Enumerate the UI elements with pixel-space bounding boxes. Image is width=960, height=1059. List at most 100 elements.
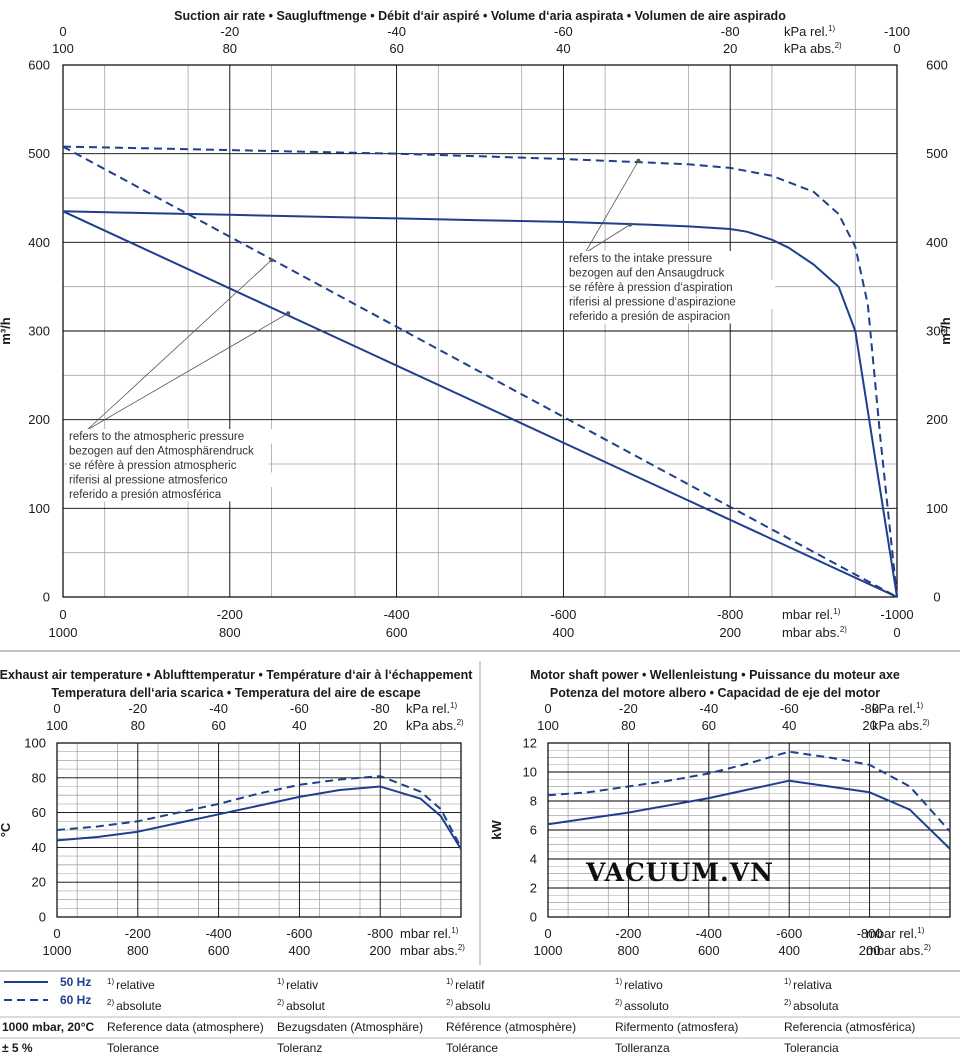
- top-tick-rel: -80: [860, 701, 879, 716]
- series-group: [56, 775, 462, 850]
- annotation-text: se réfère à pression d‘aspiration: [569, 282, 733, 294]
- top-tick-abs: 60: [389, 41, 403, 56]
- bottom-tick-abs: 400: [553, 625, 575, 640]
- legend-cell: 1) relativo: [615, 977, 663, 992]
- y-tick-label: 0: [39, 910, 46, 925]
- legend-cell: 1) relativ: [277, 977, 318, 992]
- legend-cell: 1) relatif: [446, 977, 485, 992]
- series-line-50hz-solid: [547, 779, 951, 850]
- y-tick-label: 100: [28, 501, 50, 516]
- annotation-point: [636, 158, 641, 163]
- bottom-tick-rel: -800: [857, 926, 883, 941]
- top-tick-abs: 40: [782, 718, 796, 733]
- legend-cell: Tolleranza: [615, 1041, 670, 1055]
- legend-cell: 2) absolute: [107, 998, 162, 1013]
- annotation-text: refers to the intake pressure: [569, 253, 712, 265]
- annotation-text: referido a presión de aspiracion: [569, 311, 730, 323]
- bottom-tick-rel: -800: [717, 607, 743, 622]
- plot-grid: [62, 64, 898, 598]
- plot-frame: [62, 64, 898, 598]
- top-axis-unit-abs: kPa abs.2): [784, 41, 842, 56]
- bottom-tick-rel: -800: [367, 926, 393, 941]
- bottom-tick-abs: 1000: [43, 943, 72, 958]
- legend-cell: 2) absolu: [446, 998, 491, 1013]
- bottom-tick-abs: 400: [778, 943, 800, 958]
- top-tick-abs: 100: [52, 41, 74, 56]
- chart-title: Potenza del motore albero • Capacidad de…: [550, 686, 880, 700]
- bottom-tick-rel: -1000: [880, 607, 913, 622]
- y-tick-label: 40: [32, 840, 46, 855]
- y-tick-label: 100: [926, 501, 948, 516]
- bottom-tick-abs: 1000: [49, 625, 78, 640]
- legend-cell: Toleranz: [277, 1041, 322, 1055]
- top-tick-rel: -40: [209, 701, 228, 716]
- legend-cell: Referencia (atmosférica): [784, 1020, 915, 1034]
- bottom-tick-abs: 600: [698, 943, 720, 958]
- y-tick-label: 80: [32, 770, 46, 785]
- top-tick-rel: -20: [619, 701, 638, 716]
- series-line-50hz-solid: [62, 210, 898, 598]
- top-tick-rel: -60: [290, 701, 309, 716]
- legend-label: 50 Hz: [60, 975, 91, 989]
- y-tick-label: 60: [32, 805, 46, 820]
- motor-shaft-power-chart: Motor shaft power • Wellenleistung • Pui…: [489, 668, 951, 958]
- annotation-text: bezogen auf den Atmosphärendruck: [69, 446, 254, 458]
- section-separators: [0, 650, 960, 972]
- annotation-bg: [567, 251, 750, 266]
- top-tick-abs: 20: [373, 718, 387, 733]
- annotation-text: referido a presión atmosférica: [69, 489, 222, 501]
- plot-grid: [56, 742, 462, 918]
- annotation-point: [628, 222, 633, 227]
- legend-cell: 1) relativa: [784, 977, 832, 992]
- legend-table: 50 Hz 60 Hz 1) relative 1) relativ 1) relatif 1)…: [0, 975, 960, 1055]
- annotation-text: refers to the atmospheric pressure: [69, 431, 244, 443]
- annotation-text: riferisi al pressione atmosferico: [69, 475, 228, 487]
- bottom-tick-rel: -200: [217, 607, 243, 622]
- legend-cell: Tolerance: [107, 1041, 159, 1055]
- bottom-tick-abs: 1000: [534, 943, 563, 958]
- bottom-axis-unit-rel: mbar rel.1): [400, 926, 459, 941]
- legend-cell: 1) relative: [107, 977, 155, 992]
- annotation-bg: [567, 280, 775, 295]
- y-tick-label: 0: [43, 590, 50, 605]
- chart-title: Suction air rate • Saugluftmenge • Débit…: [174, 9, 786, 23]
- bottom-tick-abs: 800: [618, 943, 640, 958]
- y-tick-label: 8: [530, 794, 537, 809]
- y-axis-label: m³/h: [0, 317, 13, 345]
- exhaust-air-temperature-chart: Exhaust air temperature • Ablufttemperat…: [0, 668, 473, 958]
- annotation-bg: [67, 443, 269, 458]
- legend-cell: Tolérance: [446, 1041, 498, 1055]
- top-tick-rel: -60: [554, 24, 573, 39]
- top-tick-rel: -40: [699, 701, 718, 716]
- y-tick-label: 0: [933, 590, 940, 605]
- legend-cell: 2) absolut: [277, 998, 325, 1013]
- y-tick-label: 600: [926, 58, 948, 73]
- legend-cell: Tolerancia: [784, 1041, 839, 1055]
- top-axis-unit-rel: kPa rel.1): [406, 701, 458, 716]
- y-tick-label: 200: [28, 412, 50, 427]
- series-line-50hz-solid: [62, 210, 898, 598]
- bottom-tick-abs: 800: [127, 943, 149, 958]
- legend-cell: 2) assoluto: [615, 998, 669, 1013]
- y-tick-label: 500: [926, 146, 948, 161]
- y-axis-label: °C: [0, 822, 13, 837]
- bottom-tick-abs: 400: [289, 943, 311, 958]
- top-tick-rel: 0: [53, 701, 60, 716]
- bottom-tick-rel: 0: [59, 607, 66, 622]
- annotation-bg: [67, 487, 256, 502]
- annotation-bg: [67, 458, 269, 473]
- top-tick-rel: -100: [884, 24, 910, 39]
- y-tick-label: 300: [926, 324, 948, 339]
- bottom-tick-rel: -400: [696, 926, 722, 941]
- watermark-text: VACUUM.VN: [585, 858, 774, 887]
- series-line-60hz-dashed: [62, 145, 898, 598]
- top-tick-rel: -20: [128, 701, 147, 716]
- bottom-tick-rel: -200: [615, 926, 641, 941]
- y-tick-label: 100: [24, 736, 46, 751]
- annotation-bg: [567, 265, 738, 280]
- top-axis-unit-abs: kPa abs.2): [406, 718, 464, 733]
- series-line-60hz-dashed: [547, 750, 951, 833]
- series-line-60hz-dashed: [56, 775, 462, 848]
- top-tick-rel: -80: [721, 24, 740, 39]
- annotation: refers to the intake pressure bezogen auf…: [567, 158, 788, 324]
